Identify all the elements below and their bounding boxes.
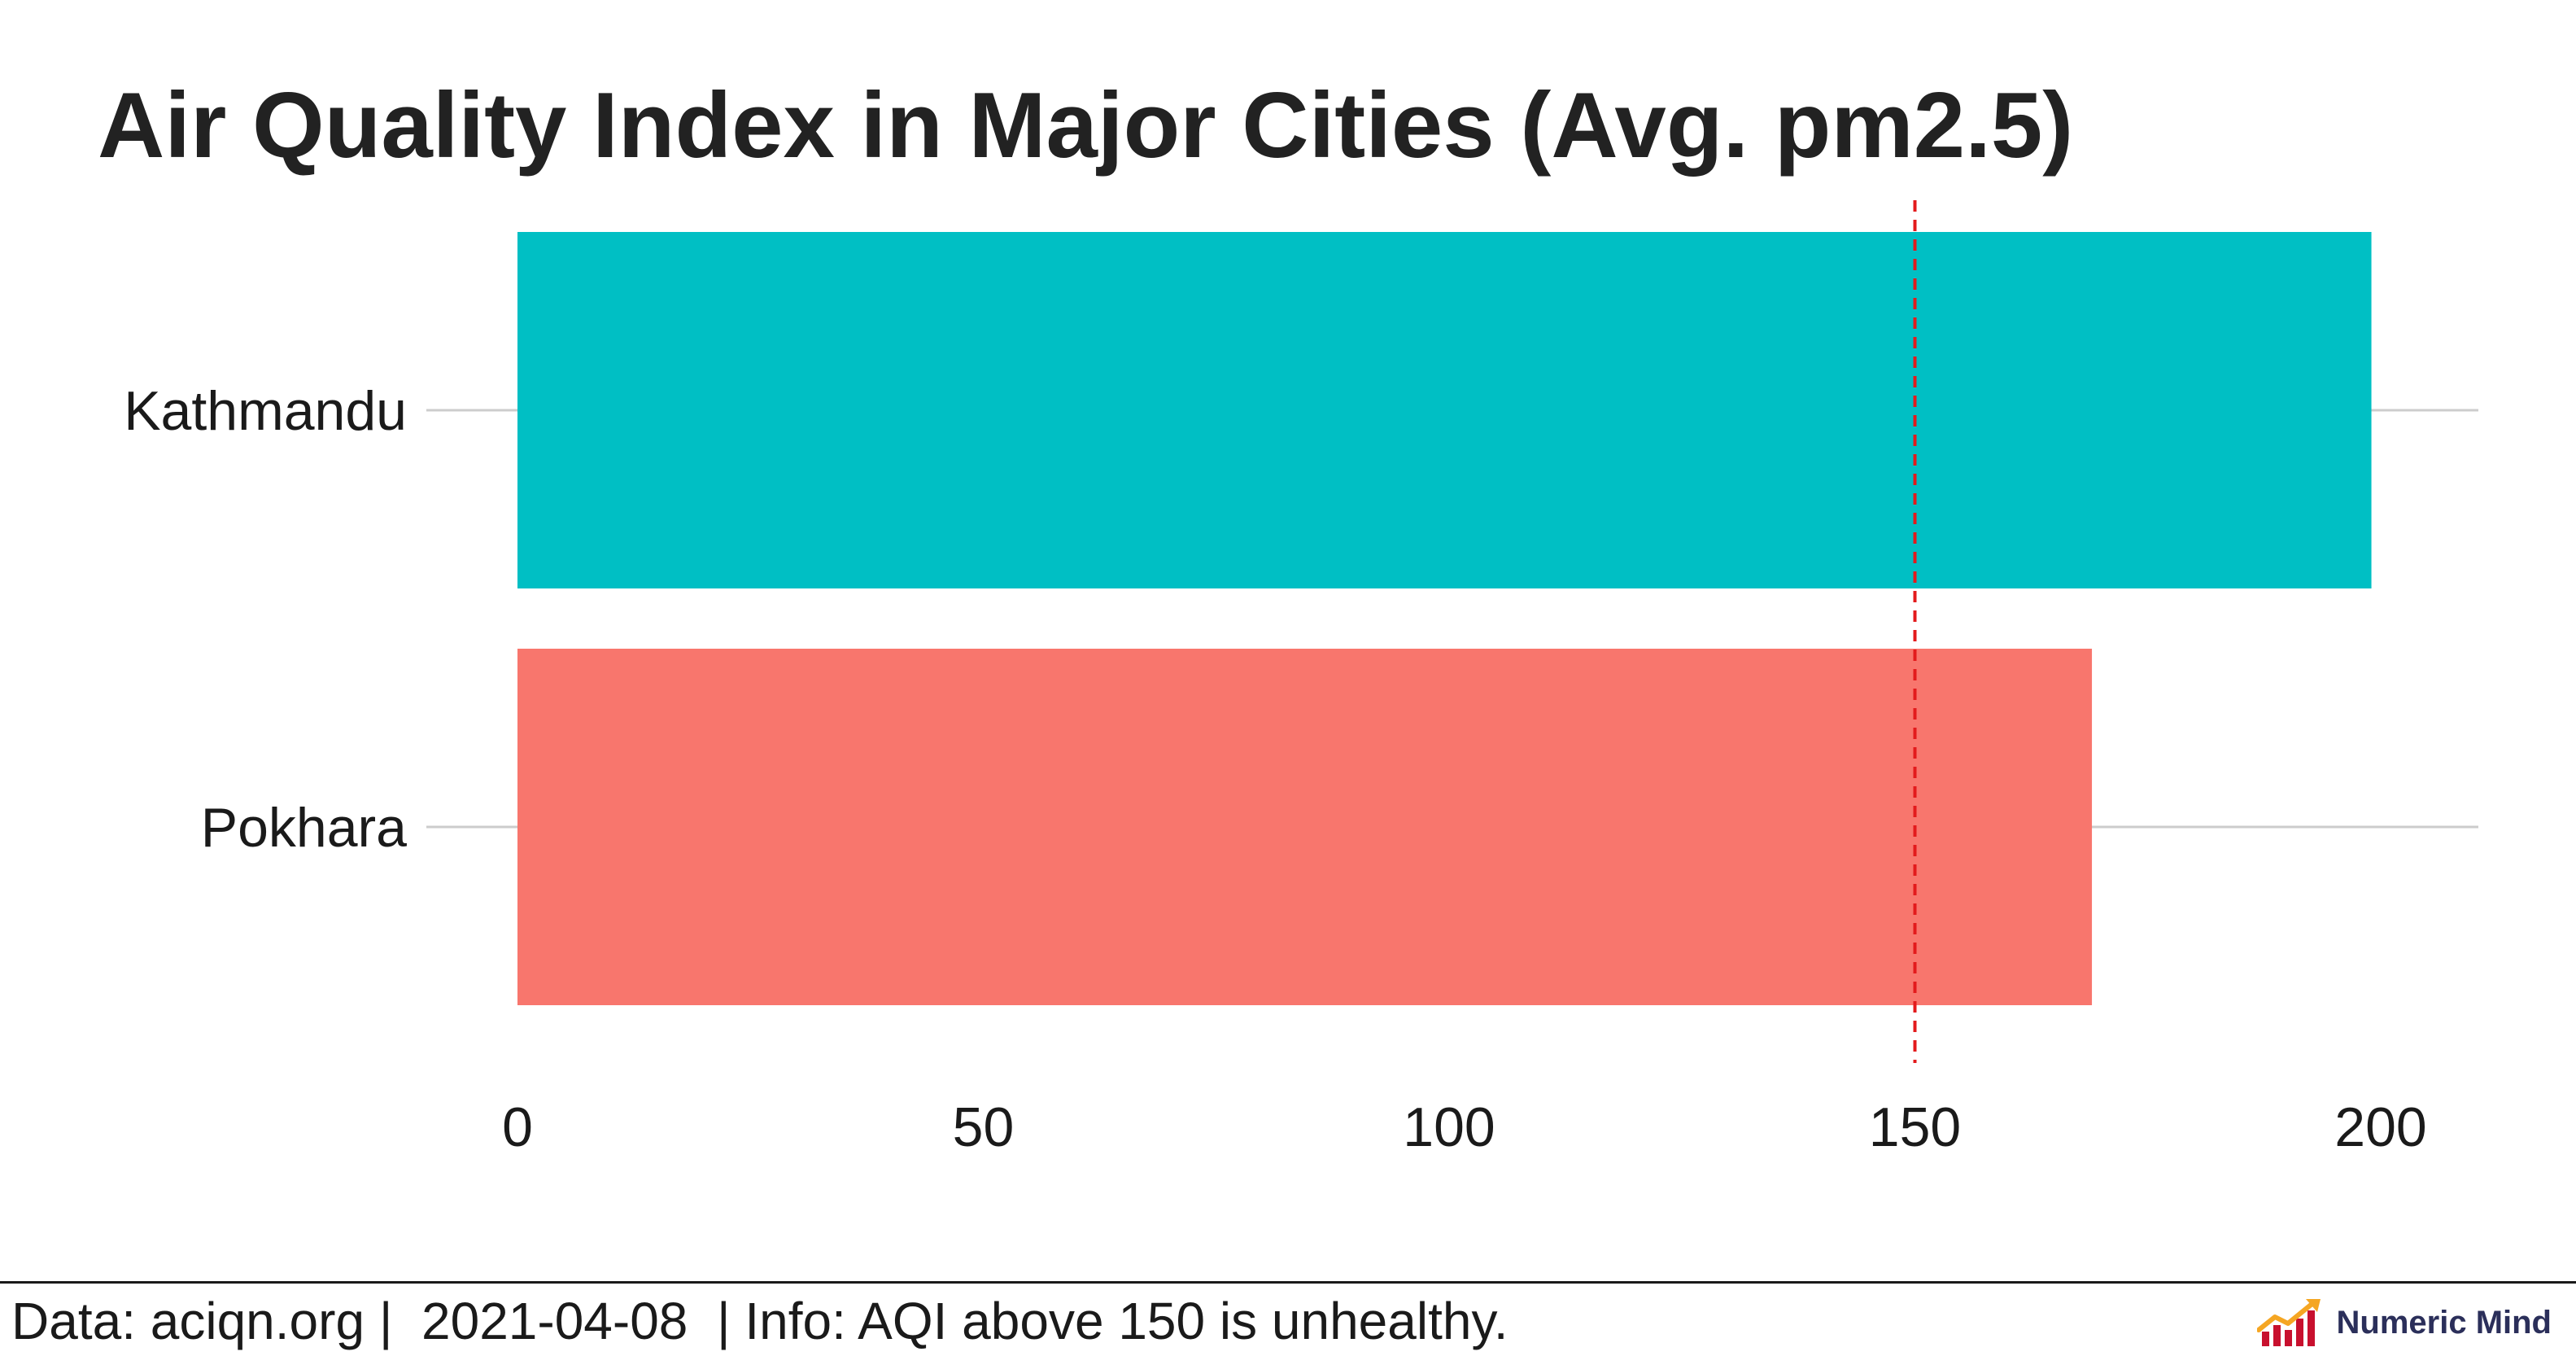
x-tick-label-100: 100 bbox=[1403, 1096, 1495, 1158]
brand-name: Numeric Mind bbox=[2336, 1304, 2552, 1341]
y-label-kathmandu: Kathmandu bbox=[124, 380, 407, 442]
bar-chart: Kathmandu Pokhara 0 50 100 150 200 bbox=[124, 200, 2478, 1158]
x-tick-label-0: 0 bbox=[502, 1096, 533, 1158]
brand-logo: Numeric Mind bbox=[2256, 1297, 2552, 1348]
bar-kathmandu bbox=[517, 232, 2372, 588]
x-tick-label-50: 50 bbox=[953, 1096, 1015, 1158]
bar-pokhara bbox=[517, 649, 2093, 1005]
y-label-pokhara: Pokhara bbox=[201, 797, 407, 859]
chart-title: Air Quality Index in Major Cities (Avg. … bbox=[98, 74, 2074, 177]
x-tick-label-150: 150 bbox=[1869, 1096, 1961, 1158]
x-axis-tick-labels: 0 50 100 150 200 bbox=[502, 1096, 2427, 1158]
footer-caption: Data: aciqn.org | 2021-04-08 | Info: AQI… bbox=[11, 1292, 1508, 1350]
x-tick-label-200: 200 bbox=[2334, 1096, 2426, 1158]
footer-divider bbox=[0, 1281, 2576, 1284]
y-axis-labels: Kathmandu Pokhara bbox=[124, 380, 407, 859]
bars bbox=[517, 232, 2372, 1005]
rising-chart-logo-icon bbox=[2256, 1299, 2321, 1346]
